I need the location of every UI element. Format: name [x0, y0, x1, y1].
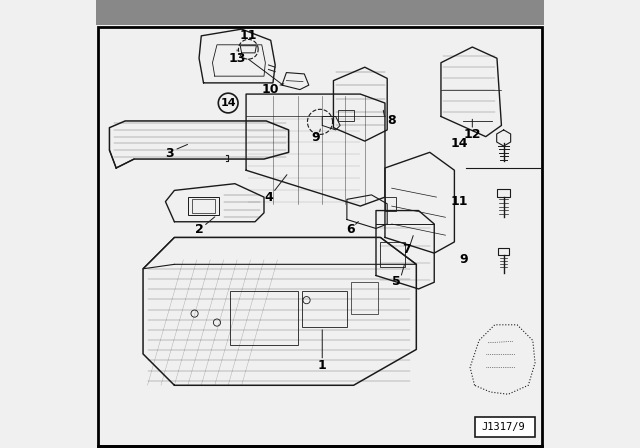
Text: 6: 6 [346, 223, 355, 237]
Text: 7: 7 [402, 243, 411, 257]
Text: 13: 13 [228, 52, 246, 65]
Bar [499, 248, 509, 255]
Bar [385, 197, 396, 211]
Text: 9: 9 [311, 131, 320, 144]
Bar [188, 197, 219, 215]
Bar [351, 282, 378, 314]
Text: 10: 10 [262, 83, 280, 96]
Text: 5: 5 [392, 275, 401, 288]
Bar [338, 110, 354, 121]
Text: 14: 14 [451, 137, 468, 150]
Text: 3: 3 [166, 147, 174, 160]
Text: J1317/9: J1317/9 [482, 422, 525, 432]
Circle shape [218, 93, 238, 113]
Text: 14: 14 [220, 98, 236, 108]
Bar [475, 417, 535, 437]
Bar [380, 242, 405, 267]
Text: 8: 8 [387, 114, 396, 128]
Text: 9: 9 [460, 253, 468, 267]
Text: 11: 11 [239, 29, 257, 43]
Bar [302, 291, 347, 327]
Text: 2: 2 [195, 223, 204, 237]
Text: 1: 1 [318, 358, 326, 372]
Text: 12: 12 [463, 128, 481, 141]
Bar [96, 0, 544, 25]
Bar [230, 291, 298, 345]
Text: 4: 4 [264, 190, 273, 204]
Bar [192, 199, 215, 213]
Bar [497, 189, 511, 197]
Text: 11: 11 [451, 195, 468, 208]
